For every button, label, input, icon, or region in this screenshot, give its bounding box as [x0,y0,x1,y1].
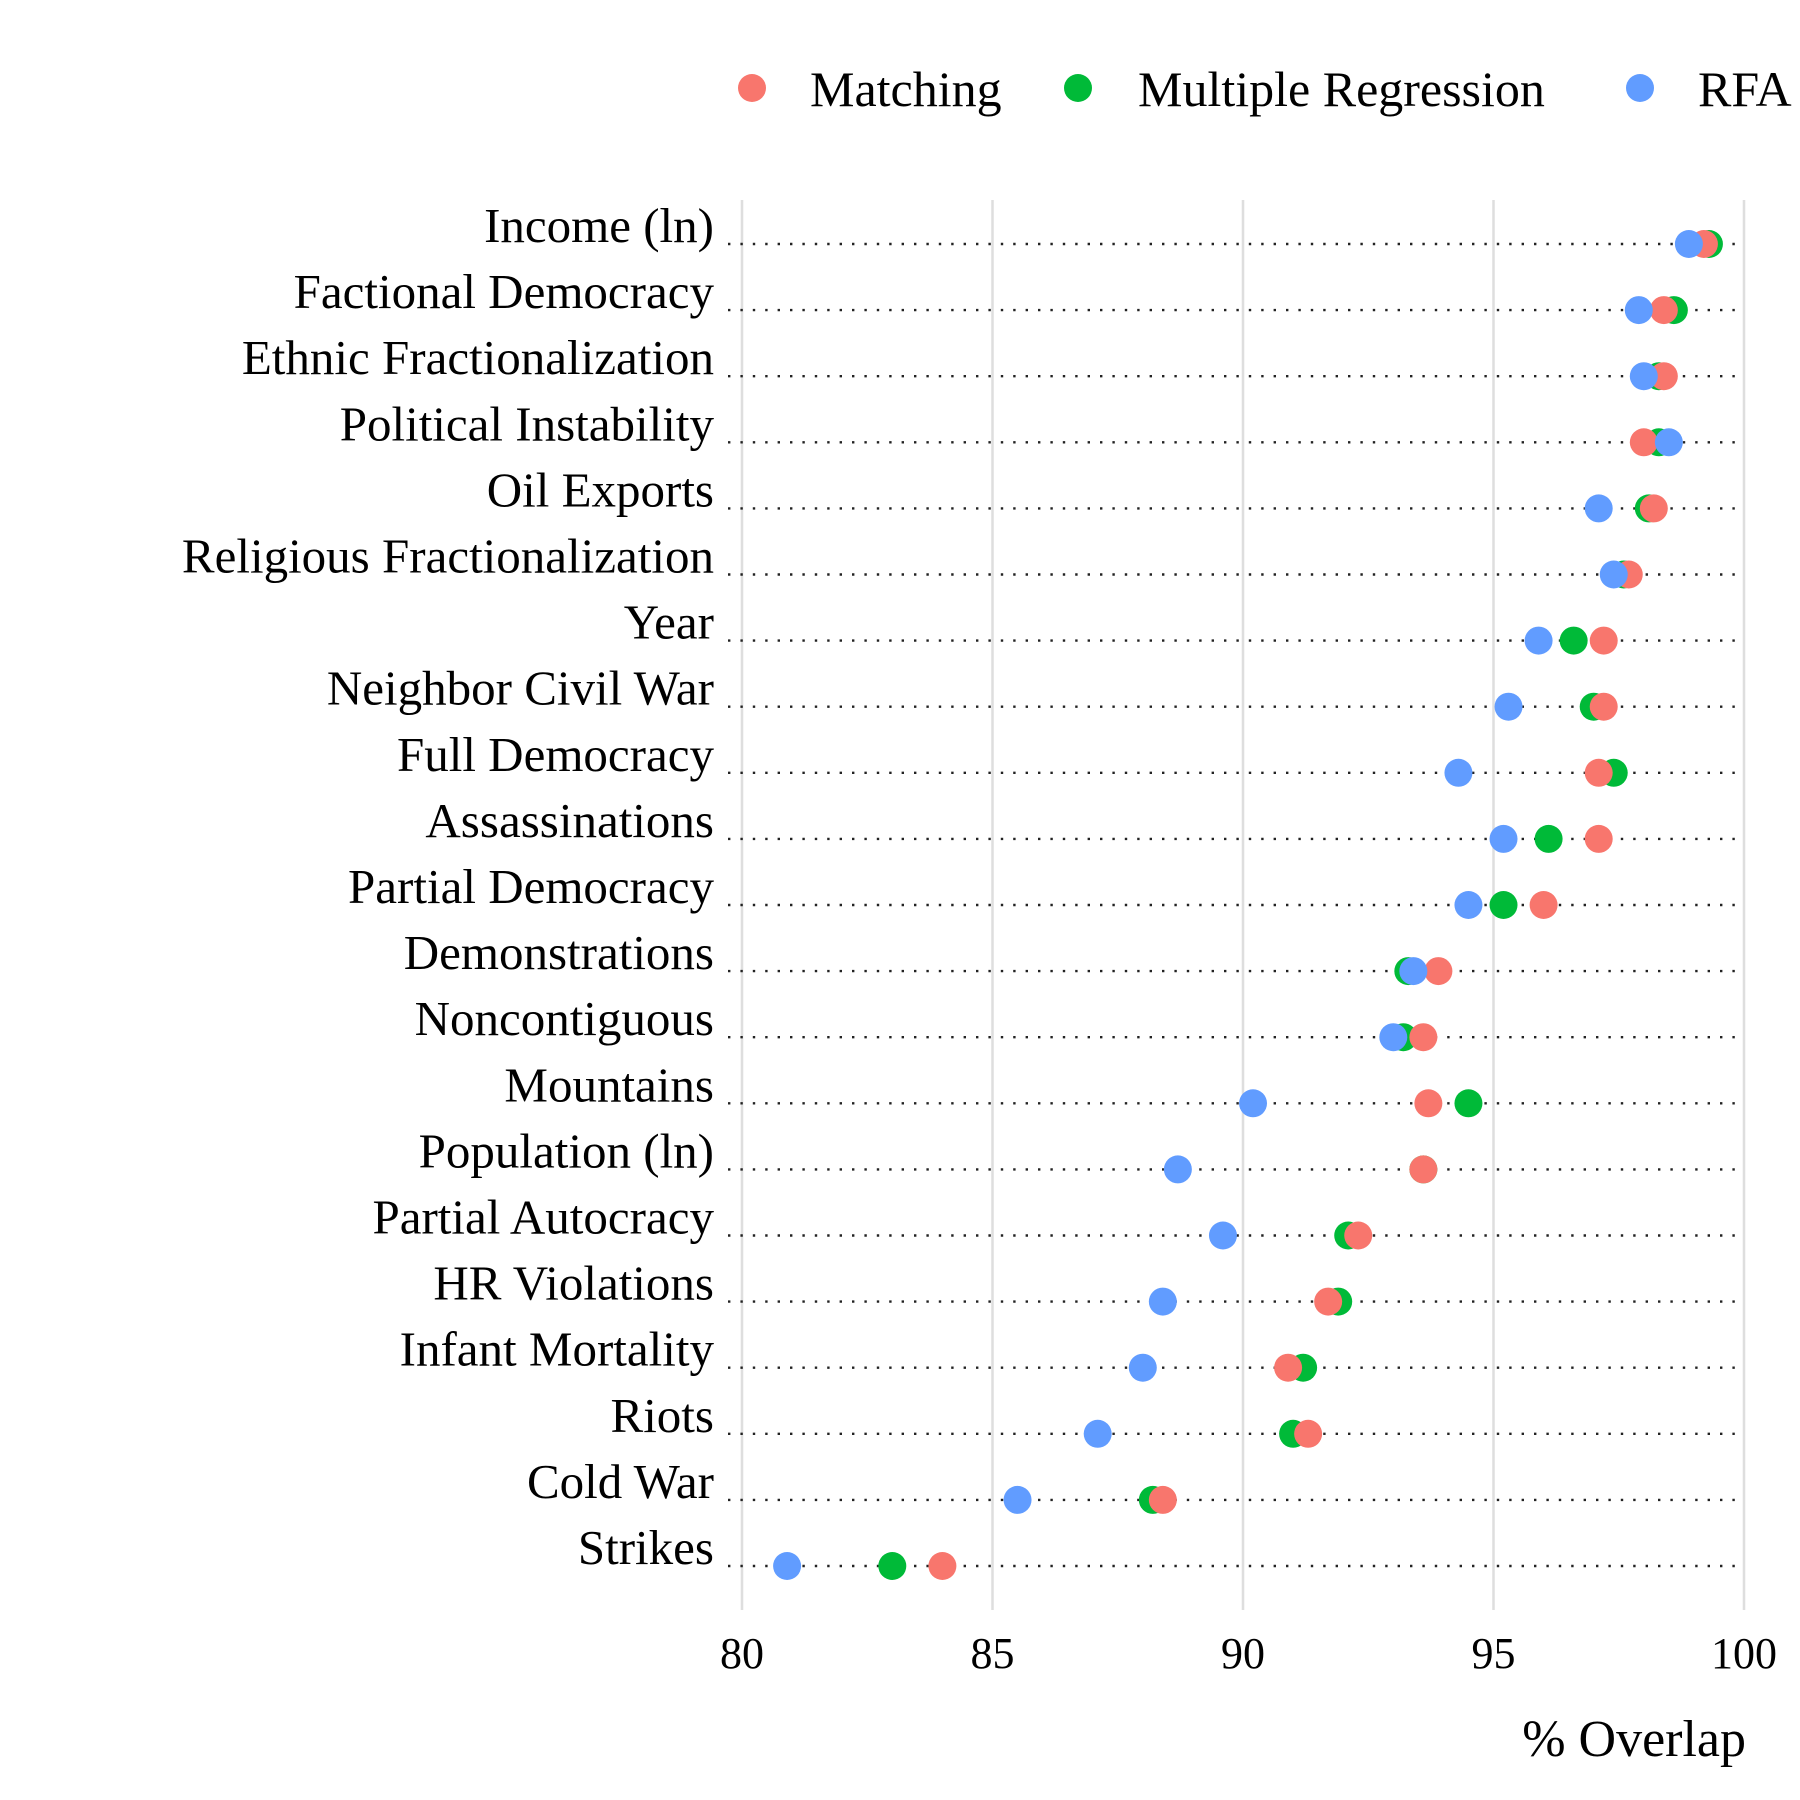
point-rfa-12 [1379,1023,1408,1052]
legend-swatch-multiple-regression [1064,74,1092,102]
category-label-7: Neighbor Civil War [327,661,714,716]
category-label-11: Demonstrations [404,925,714,980]
point-matching-11 [1424,957,1453,986]
point-matching-2 [1649,362,1678,391]
point-multiple-regression-20 [878,1552,907,1580]
legend-label-rfa: RFA [1698,61,1792,117]
point-rfa-18 [1083,1419,1112,1448]
x-tick-label-85: 85 [971,1629,1015,1678]
point-rfa-17 [1128,1353,1157,1382]
category-label-14: Population (ln) [419,1123,714,1178]
point-rfa-13 [1239,1089,1268,1118]
point-matching-6 [1589,626,1618,655]
data-points [773,230,1723,1580]
category-label-12: Noncontiguous [415,991,714,1046]
category-label-4: Oil Exports [487,462,714,517]
x-tick-label-90: 90 [1221,1629,1265,1678]
legend-swatch-rfa [1626,74,1654,102]
point-multiple-regression-6 [1559,626,1588,655]
point-rfa-3 [1654,428,1683,457]
point-rfa-20 [773,1552,802,1580]
category-label-15: Partial Autocracy [372,1190,714,1245]
category-label-16: HR Violations [433,1256,714,1311]
category-label-5: Religious Fractionalization [182,529,714,584]
point-multiple-regression-9 [1534,824,1563,853]
category-label-1: Factional Democracy [294,264,715,319]
legend-label-matching: Matching [810,61,1002,117]
point-matching-8 [1584,758,1613,787]
point-rfa-4 [1584,494,1613,523]
x-axis-title: % Overlap [1522,1711,1746,1768]
point-rfa-8 [1444,758,1473,787]
legend: Matching Multiple Regression RFA [738,61,1792,117]
point-matching-7 [1589,692,1618,721]
point-matching-14 [1409,1155,1438,1184]
point-rfa-11 [1399,957,1428,986]
x-tick-label-80: 80 [720,1629,764,1678]
point-rfa-7 [1494,692,1523,721]
legend-label-multiple-regression: Multiple Regression [1138,61,1545,117]
point-matching-1 [1649,296,1678,325]
point-rfa-14 [1163,1155,1192,1184]
point-matching-4 [1639,494,1668,523]
category-label-20: Strikes [578,1520,714,1575]
x-tick-label-100: 100 [1711,1629,1777,1678]
x-axis-ticks: 80 85 90 95 100 [720,1629,1777,1678]
point-rfa-15 [1208,1221,1237,1250]
point-rfa-0 [1674,230,1703,258]
category-label-18: Riots [611,1388,714,1443]
point-matching-19 [1148,1485,1177,1514]
point-rfa-9 [1489,824,1518,853]
point-matching-12 [1409,1023,1438,1052]
category-label-0: Income (ln) [484,198,714,253]
point-multiple-regression-10 [1489,891,1518,919]
category-label-2: Ethnic Fractionalization [242,330,714,385]
point-rfa-1 [1624,296,1653,325]
point-rfa-19 [1003,1485,1032,1514]
point-matching-10 [1529,891,1558,919]
point-multiple-regression-13 [1454,1089,1483,1118]
point-matching-16 [1314,1287,1343,1316]
category-label-3: Political Instability [340,396,715,451]
category-label-6: Year [624,595,714,650]
vertical-gridlines [740,200,1746,1610]
point-rfa-6 [1524,626,1553,655]
point-matching-15 [1344,1221,1373,1250]
category-label-9: Assassinations [425,793,714,848]
category-label-8: Full Democracy [397,727,715,782]
point-matching-17 [1274,1353,1303,1382]
point-rfa-16 [1148,1287,1177,1316]
point-rfa-5 [1599,560,1628,589]
legend-swatch-matching [738,74,766,102]
category-label-10: Partial Democracy [348,859,714,914]
x-tick-label-95: 95 [1472,1629,1516,1678]
point-matching-3 [1629,428,1658,457]
point-matching-9 [1584,824,1613,853]
category-labels: Income (ln) Factional Democracy Ethnic Fra… [182,198,715,1575]
point-rfa-2 [1629,362,1658,391]
point-matching-20 [928,1552,957,1580]
category-label-19: Cold War [527,1454,714,1509]
point-matching-18 [1294,1419,1323,1448]
point-matching-13 [1414,1089,1443,1118]
category-label-13: Mountains [504,1057,714,1112]
point-rfa-10 [1454,891,1483,919]
category-label-17: Infant Mortality [400,1322,715,1377]
